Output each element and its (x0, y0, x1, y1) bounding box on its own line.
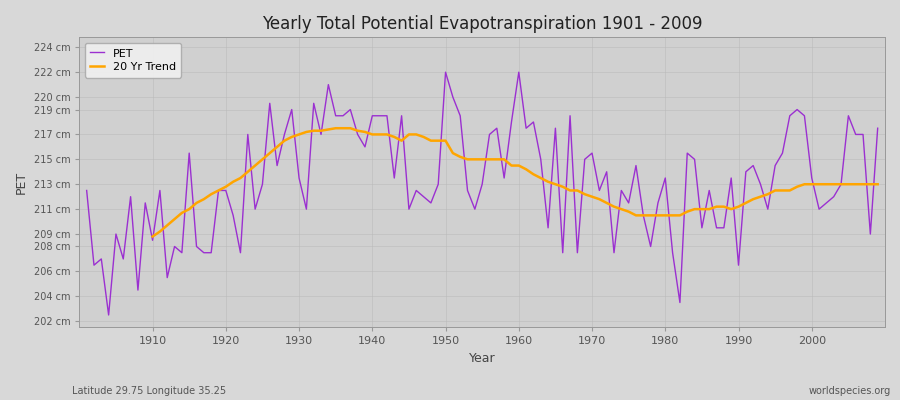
20 Yr Trend (148, 234, 158, 239)
PET (616, 188, 626, 193)
PET (148, 238, 158, 243)
20 Yr Trend (843, 182, 854, 187)
Text: Latitude 29.75 Longitude 35.25: Latitude 29.75 Longitude 35.25 (72, 386, 226, 396)
20 Yr Trend (872, 182, 883, 187)
20 Yr Trend (528, 172, 539, 177)
20 Yr Trend (821, 182, 832, 187)
20 Yr Trend (330, 126, 341, 131)
PET (104, 312, 114, 317)
PET (528, 120, 539, 124)
Y-axis label: PET: PET (15, 171, 28, 194)
20 Yr Trend (286, 134, 297, 139)
PET (81, 188, 92, 193)
PET (440, 70, 451, 74)
PET (872, 126, 883, 131)
Title: Yearly Total Potential Evapotranspiration 1901 - 2009: Yearly Total Potential Evapotranspiratio… (262, 15, 702, 33)
Text: worldspecies.org: worldspecies.org (809, 386, 891, 396)
X-axis label: Year: Year (469, 352, 496, 365)
Line: PET: PET (86, 72, 878, 315)
Legend: PET, 20 Yr Trend: PET, 20 Yr Trend (85, 43, 181, 78)
PET (352, 132, 363, 137)
PET (521, 126, 532, 131)
Line: 20 Yr Trend: 20 Yr Trend (153, 128, 878, 236)
20 Yr Trend (316, 128, 327, 133)
20 Yr Trend (587, 194, 598, 199)
PET (309, 101, 320, 106)
